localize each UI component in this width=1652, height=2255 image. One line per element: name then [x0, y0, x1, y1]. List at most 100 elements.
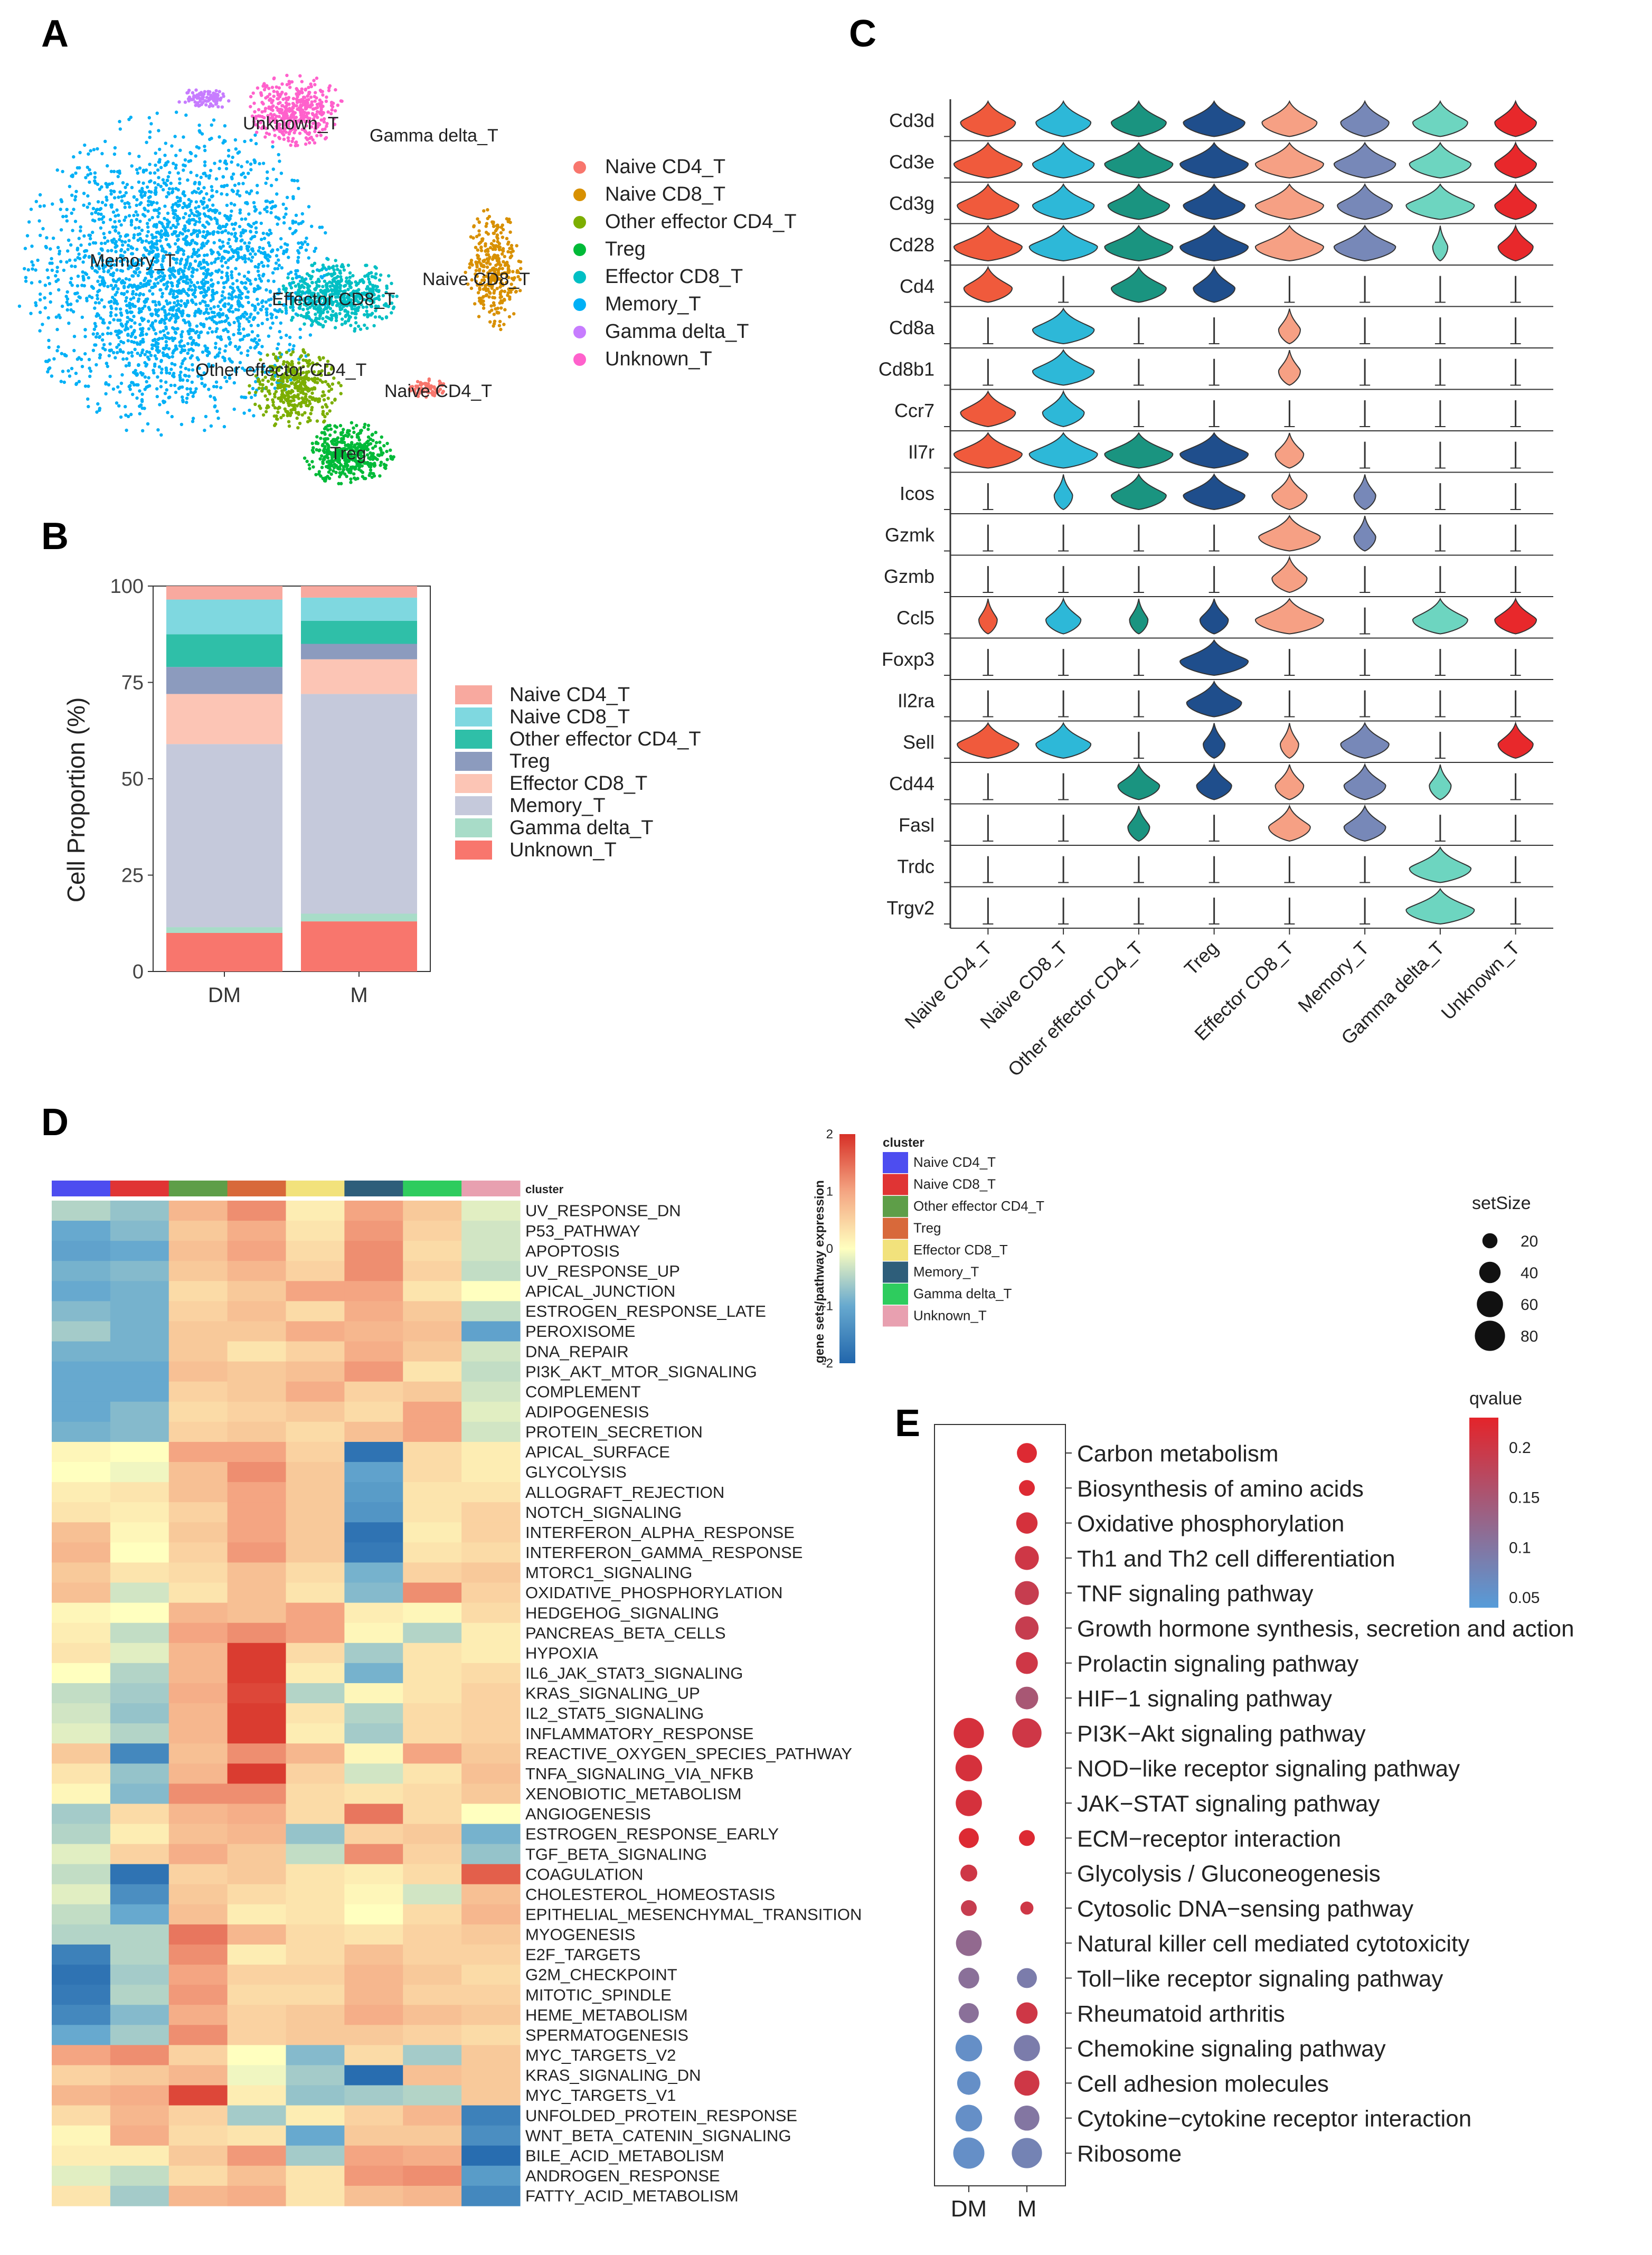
heatmap-row-label: P53_PATHWAY: [525, 1222, 640, 1240]
heatmap-cell: [286, 1281, 345, 1301]
heatmap-cell: [461, 1844, 521, 1865]
violin-shape: [1179, 141, 1249, 179]
heatmap-cell: [110, 2045, 169, 2066]
heatmap-cell: [461, 2145, 521, 2166]
tsne-legend-label: Gamma delta_T: [605, 320, 749, 343]
heatmap-cell: [227, 2185, 287, 2206]
heatmap-cell: [403, 2045, 462, 2066]
heatmap-cell: [110, 1723, 169, 1744]
heatmap-colorbar: [839, 1134, 855, 1363]
heatmap-cell: [168, 1602, 228, 1624]
heatmap-cell: [52, 1381, 111, 1402]
bar-segment-other-effector-cd4-t: [166, 634, 282, 667]
violin-gene-label: Gzmk: [885, 524, 935, 545]
heatmap-cell: [403, 1784, 462, 1804]
dotplot-point: [1015, 1581, 1039, 1605]
heatmap-cell: [168, 1441, 228, 1463]
heatmap-cluster-annotation: [52, 1181, 111, 1196]
heatmap-cell: [286, 1381, 345, 1402]
heatmap-cell: [110, 1301, 169, 1322]
heatmap-cell: [110, 1522, 169, 1543]
heatmap-row-label: INFLAMMATORY_RESPONSE: [525, 1724, 753, 1743]
heatmap-cell: [227, 2145, 287, 2166]
heatmap-row-label: UNFOLDED_PROTEIN_RESPONSE: [525, 2106, 797, 2125]
heatmap-cell: [344, 1562, 403, 1583]
heatmap-cell: [344, 1301, 403, 1322]
cluster-legend-label: Other effector CD4_T: [913, 1198, 1044, 1214]
heatmap-cell: [286, 2005, 345, 2025]
tsne-cluster-treg: [303, 421, 395, 486]
bar-legend-key: [455, 730, 492, 749]
violin-shape: [1409, 846, 1472, 883]
heatmap-cell: [461, 1421, 521, 1442]
heatmap-cell: [403, 1241, 462, 1261]
heatmap-cell: [110, 1241, 169, 1261]
heatmap-cell: [403, 1924, 462, 1945]
heatmap-row-label: KRAS_SIGNALING_UP: [525, 1684, 700, 1703]
heatmap-cell: [344, 1441, 403, 1463]
tsne-legend-label: Memory_T: [605, 293, 701, 315]
dotplot-term-label: JAK−STAT signaling pathway: [1077, 1791, 1380, 1817]
heatmap-cell: [461, 1241, 521, 1261]
cluster-legend-key: [883, 1240, 908, 1261]
heatmap-cell: [286, 1844, 345, 1865]
dotplot-term-label: Glycolysis / Gluconeogenesis: [1077, 1861, 1381, 1887]
heatmap-cell: [461, 2045, 521, 2066]
heatmap-cell: [403, 1462, 462, 1483]
heatmap-cell: [52, 1723, 111, 1744]
heatmap-cell: [110, 1201, 169, 1221]
heatmap-cell: [110, 1864, 169, 1885]
tsne-legend-key: [573, 271, 586, 284]
heatmap-cell: [168, 1804, 228, 1825]
violin-shape: [1110, 100, 1167, 137]
heatmap-row-label: BILE_ACID_METABOLISM: [525, 2146, 724, 2165]
heatmap-row-label: APOPTOSIS: [525, 1242, 620, 1260]
heatmap-cell: [403, 2185, 462, 2206]
dotplot-point: [1017, 1968, 1037, 1988]
heatmap-cell: [227, 1904, 287, 1925]
heatmap-cell: [461, 1582, 521, 1603]
heatmap-cell: [403, 1281, 462, 1301]
heatmap-cell: [52, 1622, 111, 1644]
violin-shape: [1254, 597, 1324, 635]
heatmap-cell: [168, 1361, 228, 1382]
violin-gene-label: Foxp3: [882, 648, 934, 670]
size-legend-label: 20: [1521, 1233, 1538, 1250]
heatmap-cell: [286, 2105, 345, 2126]
heatmap-cell: [52, 1944, 111, 1965]
heatmap-cell: [52, 1401, 111, 1422]
violin-cluster-label: Other effector CD4_T: [1004, 937, 1147, 1081]
tsne-label: Gamma delta_T: [370, 126, 498, 146]
panel-b-stacked-bar: 0 25 50 75 100 Cell Proportion (%) DM M Naive CD…: [62, 575, 701, 1007]
heatmap-cell: [227, 1784, 287, 1804]
heatmap-cell: [344, 1784, 403, 1804]
violin-gene-label: Il7r: [908, 441, 934, 463]
violin-shape: [1261, 100, 1318, 137]
heatmap-cell: [52, 1602, 111, 1624]
tsne-legend-label: Other effector CD4_T: [605, 211, 797, 233]
violin-shape: [1196, 762, 1232, 800]
heatmap-cell: [344, 1582, 403, 1603]
heatmap-cell: [52, 1663, 111, 1684]
heatmap-cell: [286, 1824, 345, 1845]
colorbar-tick-label: -1: [822, 1299, 833, 1314]
heatmap-cell: [286, 2125, 345, 2146]
heatmap-cell: [168, 1482, 228, 1503]
heatmap-cell: [110, 1985, 169, 2005]
heatmap-cell: [227, 2105, 287, 2126]
heatmap-cell: [403, 1683, 462, 1704]
heatmap-cell: [227, 1924, 287, 1945]
heatmap-cell: [52, 1924, 111, 1945]
heatmap-cell: [344, 2045, 403, 2066]
heatmap-cell: [344, 1763, 403, 1784]
heatmap-cell: [110, 1341, 169, 1362]
heatmap-cell: [344, 1743, 403, 1764]
heatmap-cell: [344, 1261, 403, 1281]
tsne-label: Naive CD4_T: [384, 381, 492, 401]
heatmap-cell: [168, 1763, 228, 1784]
heatmap-cell: [286, 1401, 345, 1422]
violin-shape: [1186, 680, 1242, 718]
heatmap-cluster-annotation: [344, 1181, 403, 1196]
heatmap-cell: [286, 1622, 345, 1644]
violin-shape: [1254, 141, 1324, 179]
